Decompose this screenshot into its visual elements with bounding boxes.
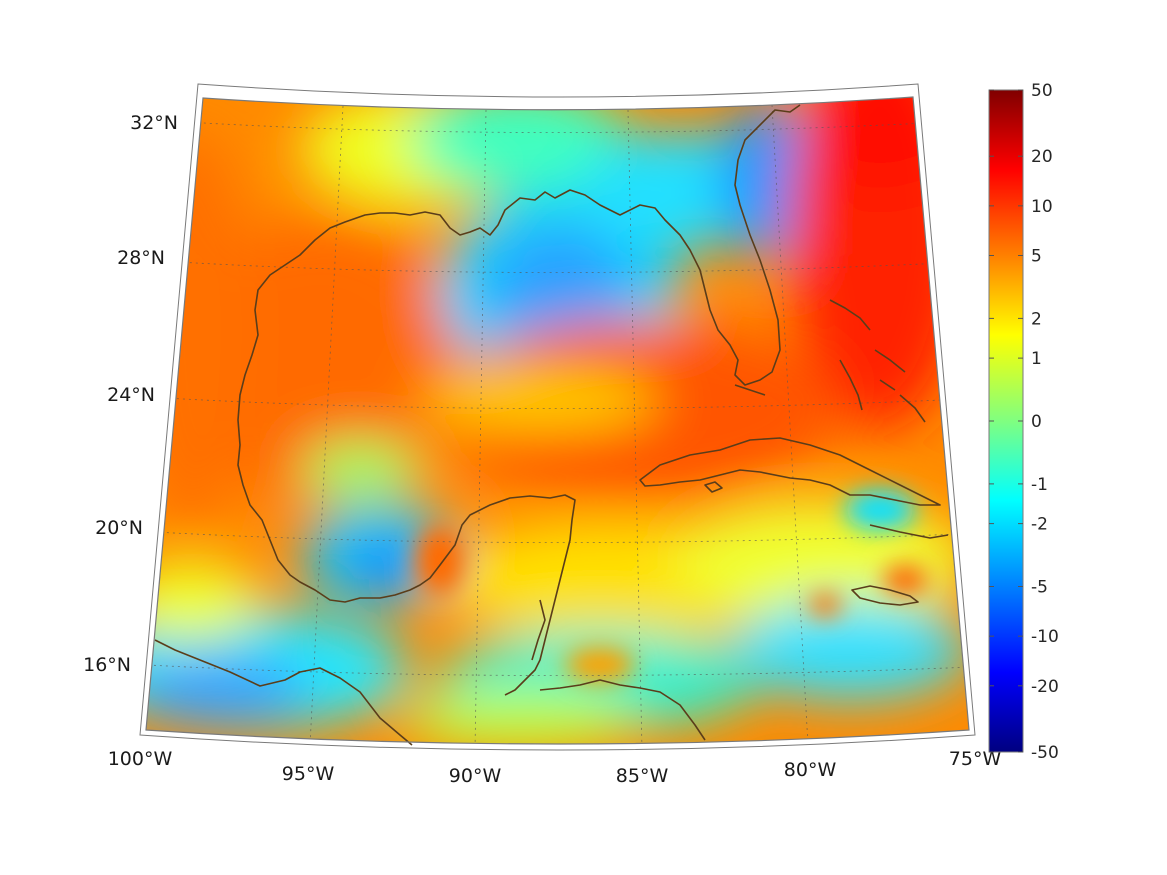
- coastline-gulf-west: [237, 104, 801, 696]
- colorbar-label: -2: [1031, 515, 1048, 535]
- coastline: [154, 104, 949, 746]
- coastline-cuba: [639, 437, 941, 506]
- lat-label-20: 20°N: [95, 517, 143, 539]
- colorbar-label: -5: [1031, 578, 1048, 598]
- colorbar-label: 10: [1031, 197, 1053, 217]
- colorbar-label: 0: [1031, 412, 1042, 432]
- coastline-pacific: [154, 639, 413, 746]
- colorbar-label: 5: [1031, 247, 1042, 267]
- colorbar-label: -50: [1031, 743, 1059, 763]
- lon-label-75w: 75°W: [949, 748, 1002, 770]
- lon-label-85w: 85°W: [616, 765, 669, 787]
- coastline-yucatan: [531, 599, 546, 661]
- parallel-line: [147, 662, 969, 676]
- coastline-honduras: [539, 679, 706, 741]
- parallel-line: [164, 395, 969, 409]
- coastline-bahamas: [829, 299, 926, 423]
- data-field: [146, 97, 969, 744]
- coastline-keys: [734, 384, 766, 396]
- lon-labels: 100°W 95°W 90°W 85°W 80°W 75°W: [108, 748, 1002, 787]
- colorbar-label: 2: [1031, 309, 1042, 329]
- lon-label-95w: 95°W: [282, 763, 335, 785]
- colorbar-label: -20: [1031, 677, 1059, 697]
- lon-label-80w: 80°W: [784, 759, 837, 781]
- meridian-line: [771, 104, 809, 744]
- lat-label-16: 16°N: [83, 654, 131, 676]
- colorbar-label: -1: [1031, 475, 1048, 495]
- map-frame: [139, 83, 976, 751]
- coastline-hispaniola: [869, 524, 949, 539]
- coastline-jamaica: [851, 585, 919, 606]
- lat-labels: 32°N 28°N 24°N 20°N 16°N: [83, 112, 178, 676]
- parallel-line: [177, 259, 969, 273]
- lat-label-32: 32°N: [130, 112, 178, 134]
- colorbar-label: 50: [1031, 81, 1053, 101]
- lat-label-28: 28°N: [117, 247, 165, 269]
- lon-label-100w: 100°W: [108, 748, 173, 770]
- colorbar-label: 20: [1031, 147, 1053, 167]
- meridian-line: [309, 105, 344, 744]
- colorbar-gradient: [988, 89, 1024, 753]
- coastline-isle: [704, 481, 723, 493]
- lon-label-90w: 90°W: [449, 765, 502, 787]
- lat-label-24: 24°N: [107, 384, 155, 406]
- colorbar-label: -10: [1031, 627, 1059, 647]
- colorbar-label: 1: [1031, 349, 1042, 369]
- parallel-line: [185, 119, 969, 133]
